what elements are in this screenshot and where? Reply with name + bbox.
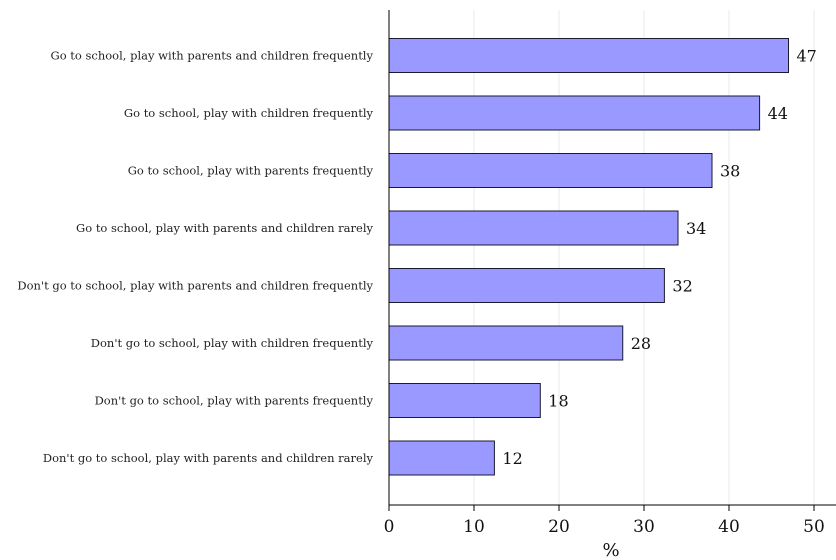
data-label: 18 bbox=[548, 392, 568, 411]
category-label: Go to school, play with parents and chil… bbox=[76, 221, 373, 235]
bar bbox=[388, 268, 665, 303]
grid-layer bbox=[388, 10, 815, 511]
data-label: 38 bbox=[720, 162, 740, 181]
x-axis-title: % bbox=[602, 540, 619, 560]
x-tick-label: 0 bbox=[384, 517, 395, 537]
data-label: 44 bbox=[768, 104, 788, 123]
data-label: 47 bbox=[797, 47, 817, 66]
data-label: 34 bbox=[686, 219, 706, 238]
bar bbox=[388, 325, 624, 361]
label-layer: 0 10 20 30 40 50 Go to school, play with paren… bbox=[17, 47, 824, 538]
category-label: Don't go to school, play with parents an… bbox=[43, 451, 374, 465]
category-label: Don't go to school, play with children f… bbox=[91, 336, 374, 350]
x-tick-label: 50 bbox=[803, 517, 825, 537]
x-tick-label: 20 bbox=[548, 517, 570, 537]
x-tick-label: 10 bbox=[463, 517, 485, 537]
category-label: Go to school, play with parents frequent… bbox=[128, 164, 374, 178]
bar bbox=[388, 153, 713, 188]
data-label: 32 bbox=[672, 277, 692, 296]
bar bbox=[388, 38, 789, 73]
bar bbox=[388, 210, 679, 246]
x-tick-label: 30 bbox=[633, 517, 655, 537]
x-tick-label: 40 bbox=[718, 517, 740, 537]
data-label: 12 bbox=[502, 449, 522, 468]
category-label: Don't go to school, play with parents fr… bbox=[95, 394, 374, 408]
bar bbox=[388, 383, 541, 418]
bar bbox=[388, 95, 761, 131]
category-label: Go to school, play with parents and chil… bbox=[51, 49, 374, 63]
category-label: Go to school, play with children frequen… bbox=[124, 106, 374, 120]
data-label: 28 bbox=[631, 334, 651, 353]
category-label: Don't go to school, play with parents an… bbox=[17, 279, 373, 293]
axis-layer bbox=[388, 10, 836, 506]
bar bbox=[388, 440, 495, 476]
